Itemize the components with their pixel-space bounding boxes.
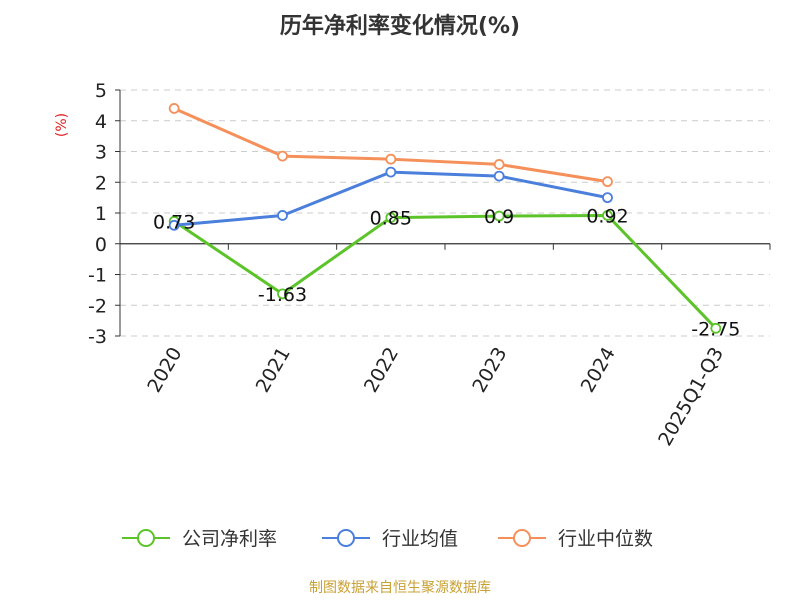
axes: 5 4 3 2 1 0 -1 -2 -3 2020 2021 2022 2023 2024 2025Q1-Q…: [88, 80, 771, 450]
x-tick-label: 2020: [143, 344, 186, 397]
series-lines: [168, 103, 722, 334]
y-tick-label: 0: [95, 234, 107, 256]
legend-marker: [137, 529, 155, 547]
y-axis-unit-label: (%): [54, 113, 70, 137]
data-point: [168, 103, 180, 114]
data-point: [385, 153, 397, 165]
y-tick-label: 5: [95, 80, 107, 102]
data-point: [168, 219, 180, 231]
data-point: [277, 150, 288, 162]
series-line: [173, 213, 717, 330]
data-label: 0.85: [370, 208, 412, 230]
data-point: [277, 288, 288, 300]
data-label: -1.63: [258, 284, 307, 306]
data-point: [385, 166, 397, 178]
data-point: [710, 322, 722, 334]
data-label: 0.92: [586, 205, 628, 227]
legend-marker: [337, 529, 355, 547]
grid-lines: [120, 89, 770, 337]
y-tick-label: 1: [95, 203, 107, 225]
data-point: [602, 210, 613, 221]
data-point: [493, 210, 505, 222]
data-label: 0.9: [484, 206, 514, 228]
y-tick-label: 3: [95, 142, 107, 164]
y-tick-label: 4: [95, 111, 107, 133]
legend-label[interactable]: 行业中位数: [558, 528, 653, 550]
y-tick-label: -2: [88, 295, 107, 317]
x-tick-label: 2025Q1-Q3: [654, 344, 728, 450]
y-tick-label: 2: [95, 172, 107, 194]
data-labels: 0.73 -1.63 0.85 0.9 0.92 -2.75: [153, 205, 740, 340]
legend-label[interactable]: 行业均值: [382, 528, 458, 550]
data-label: 0.73: [153, 211, 195, 233]
data-point: [493, 170, 505, 182]
legend-label[interactable]: 公司净利率: [182, 528, 277, 550]
y-tick-label: -1: [88, 265, 107, 287]
data-point: [602, 192, 613, 204]
data-point: [385, 212, 397, 224]
data-label: -2.75: [691, 318, 740, 340]
x-tick-label: 2023: [468, 343, 511, 396]
x-tick-label: 2024: [577, 344, 620, 397]
legend-marker: [513, 529, 531, 547]
x-tick-label: 2021: [252, 344, 295, 397]
data-point: [602, 176, 613, 188]
data-point: [277, 210, 288, 221]
source-note: 制图数据来自恒生聚源数据库: [309, 580, 491, 596]
x-tick-label: 2022: [360, 344, 403, 397]
y-tick-label: -3: [88, 326, 107, 348]
data-point: [493, 159, 505, 170]
legend[interactable]: 公司净利率 行业均值 行业中位数: [122, 528, 653, 550]
chart-title: 历年净利率变化情况(%): [280, 13, 520, 39]
